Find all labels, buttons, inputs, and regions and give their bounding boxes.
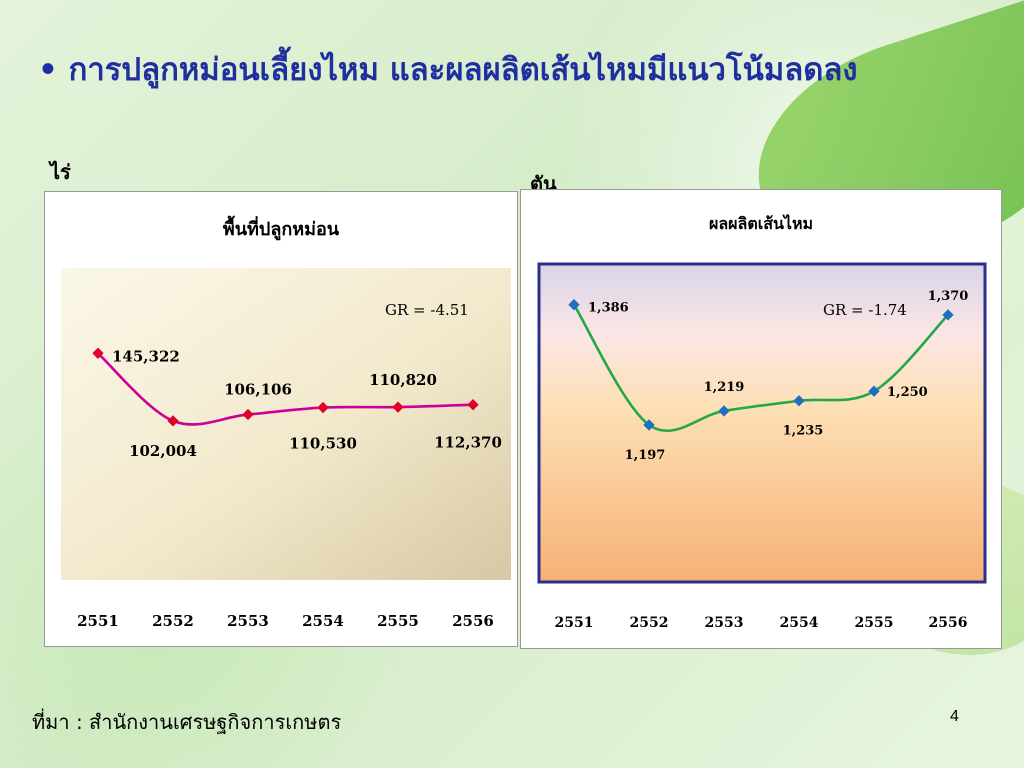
plot-area xyxy=(537,262,987,584)
data-label: 145,322 xyxy=(112,347,180,365)
data-label: 110,530 xyxy=(289,435,357,453)
unit-label-rai: ไร่ xyxy=(50,160,71,184)
data-label: 1,370 xyxy=(928,289,969,304)
data-label: 1,197 xyxy=(625,448,666,463)
data-point-marker xyxy=(942,309,954,321)
series-line xyxy=(572,304,949,432)
x-tick-label: 2552 xyxy=(152,612,194,630)
data-point-marker xyxy=(242,408,254,421)
data-label: 112,370 xyxy=(434,434,502,452)
growth-rate-annotation: GR = -1.74 xyxy=(823,301,907,319)
x-tick-label: 2552 xyxy=(630,615,669,631)
data-label: 1,235 xyxy=(783,424,824,439)
plot-area xyxy=(61,268,511,580)
data-point-marker xyxy=(643,419,655,431)
x-tick-label: 2553 xyxy=(705,615,744,631)
x-tick-label: 2553 xyxy=(227,612,269,630)
x-tick-label: 2556 xyxy=(929,615,968,631)
data-label: 106,106 xyxy=(224,380,292,398)
data-point-marker xyxy=(392,401,404,413)
x-tick-label: 2554 xyxy=(780,615,819,631)
data-label: 1,250 xyxy=(887,385,928,400)
chart-title: พื้นที่ปลูกหม่อน xyxy=(222,219,340,240)
line-chart-mulberry-area: 145,322 102,004 106,106 110,530 110,820 112,3… xyxy=(61,268,511,630)
data-label: 110,820 xyxy=(369,371,437,389)
x-tick-label: 2554 xyxy=(302,612,344,630)
growth-rate-annotation: GR = -4.51 xyxy=(385,301,469,319)
chart-title: ผลผลิตเส้นไหม xyxy=(708,214,814,233)
data-point-marker xyxy=(167,415,179,427)
chart-panel-mulberry-area: พื้นที่ปลูกหม่อน 145,322 102,004 106,106 11… xyxy=(44,191,518,647)
x-tick-label: 2551 xyxy=(555,615,594,631)
data-label: 1,219 xyxy=(704,380,745,395)
x-tick-label: 2555 xyxy=(377,612,419,630)
data-label: 1,386 xyxy=(588,301,629,316)
data-point-marker xyxy=(467,399,479,411)
data-label: 102,004 xyxy=(129,442,197,460)
chart-panel-silk-yarn-output: ผลผลิตเส้นไหม 1,386 1,197 1,219 1,235 1,250 1… xyxy=(520,189,1002,649)
data-point-marker xyxy=(793,395,805,407)
slide-title: • การปลูกหม่อนเลี้ยงไหม และผลผลิตเส้นไหม… xyxy=(38,52,858,88)
x-tick-label: 2555 xyxy=(855,615,894,631)
data-point-marker xyxy=(868,385,880,397)
x-tick-label: 2556 xyxy=(452,612,494,630)
source-note: ที่มา : สำนักงานเศรษฐกิจการเกษตร xyxy=(32,710,342,734)
data-point-marker xyxy=(718,405,730,417)
data-point-marker xyxy=(317,401,329,414)
page-number: 4 xyxy=(950,708,959,725)
line-chart-silk-yarn-output: 1,386 1,197 1,219 1,235 1,250 1,370 GR = -1.74… xyxy=(537,262,987,631)
data-point-marker xyxy=(92,347,104,359)
x-tick-label: 2551 xyxy=(77,612,119,630)
